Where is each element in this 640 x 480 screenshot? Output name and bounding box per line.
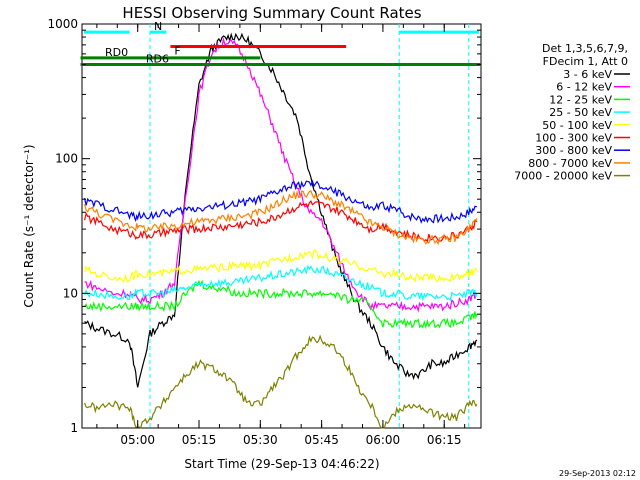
x-tick-label-0: 05:00 (120, 433, 155, 447)
y-axis-label: Count Rate (s⁻¹ detector⁻¹) (22, 144, 36, 307)
y-tick-label-2: 100 (55, 152, 78, 166)
x-tick-label-5: 06:15 (427, 433, 462, 447)
legend-label-3: 25 - 50 keV (549, 106, 612, 119)
annotation-label-rd0: RD0 (105, 46, 128, 59)
legend-label-6: 300 - 800 keV (535, 144, 612, 157)
legend-label-8: 7000 - 20000 keV (514, 170, 612, 183)
x-axis: 05:00 05:15 05:30 05:45 06:00 06:15 (96, 24, 466, 447)
annotation-layer: NFRD0RD6 (80, 20, 481, 67)
plot-frame (81, 23, 482, 429)
y-tick-label-1: 10 (63, 286, 78, 300)
series-line-3-6-kev (84, 32, 478, 388)
y-axis: 1 10 100 1000 (47, 17, 481, 435)
legend: Det 1,3,5,6,7,9, FDecim 1, Att 0 3 - 6 k… (514, 42, 630, 183)
annotation-label-f: F (174, 45, 180, 58)
x-tick-label-1: 05:15 (182, 433, 217, 447)
x-axis-label: Start Time (29-Sep-13 04:46:22) (184, 457, 379, 471)
y-tick-label-3: 1000 (47, 17, 78, 31)
series-layer (84, 32, 478, 429)
plot-area: NFRD0RD6 05:0005:1505:3005:4506:0006:15 … (47, 17, 482, 447)
series-line-800-7000-kev (84, 189, 478, 246)
series-line-50-100-kev (84, 249, 478, 284)
series-line-300-800-kev (84, 179, 478, 224)
legend-label-2: 12 - 25 keV (549, 93, 612, 106)
x-tick-label-3: 05:45 (304, 433, 339, 447)
y-tick-label-0: 1 (70, 421, 78, 435)
series-line-7000-20000-kev (84, 334, 478, 429)
timestamp: 29-Sep-2013 02:12 (559, 469, 636, 478)
legend-label-7: 800 - 7000 keV (528, 157, 612, 170)
legend-label-0: 3 - 6 keV (563, 68, 612, 81)
annotation-label-rd6: RD6 (146, 53, 169, 66)
x-tick-label-4: 06:00 (366, 433, 401, 447)
legend-header-line-2: FDecim 1, Att 0 (543, 55, 628, 68)
legend-label-5: 100 - 300 keV (535, 132, 612, 145)
series-line-12-25-kev (84, 279, 478, 330)
x-tick-label-2: 05:30 (243, 433, 278, 447)
event-markers (149, 24, 470, 428)
series-line-25-50-kev (84, 264, 478, 302)
legend-label-1: 6 - 12 keV (556, 81, 612, 94)
chart-title: HESSI Observing Summary Count Rates (122, 4, 421, 22)
series-line-100-300-kev (84, 199, 478, 243)
legend-label-4: 50 - 100 keV (542, 119, 612, 132)
legend-header-line-1: Det 1,3,5,6,7,9, (542, 42, 628, 55)
series-line-6-12-kev (84, 37, 478, 313)
